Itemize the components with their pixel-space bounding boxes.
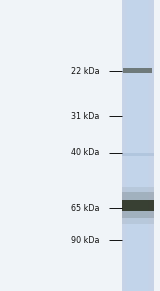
Text: 65 kDa: 65 kDa: [71, 204, 99, 212]
Bar: [122, 0, 123, 291]
Bar: [148, 0, 149, 291]
Bar: [123, 68, 152, 73]
Bar: [125, 0, 126, 291]
Text: 31 kDa: 31 kDa: [71, 112, 99, 121]
Bar: [122, 187, 154, 224]
Bar: [150, 0, 152, 291]
Bar: [122, 200, 154, 211]
Bar: [123, 0, 124, 291]
Bar: [152, 0, 154, 291]
Bar: [126, 0, 127, 291]
Text: 90 kDa: 90 kDa: [71, 236, 99, 244]
Bar: [122, 192, 154, 218]
Text: 22 kDa: 22 kDa: [71, 67, 99, 76]
Text: 40 kDa: 40 kDa: [71, 148, 99, 157]
Bar: [149, 0, 150, 291]
Bar: [124, 0, 125, 291]
Bar: [122, 153, 154, 156]
Bar: [122, 0, 154, 291]
